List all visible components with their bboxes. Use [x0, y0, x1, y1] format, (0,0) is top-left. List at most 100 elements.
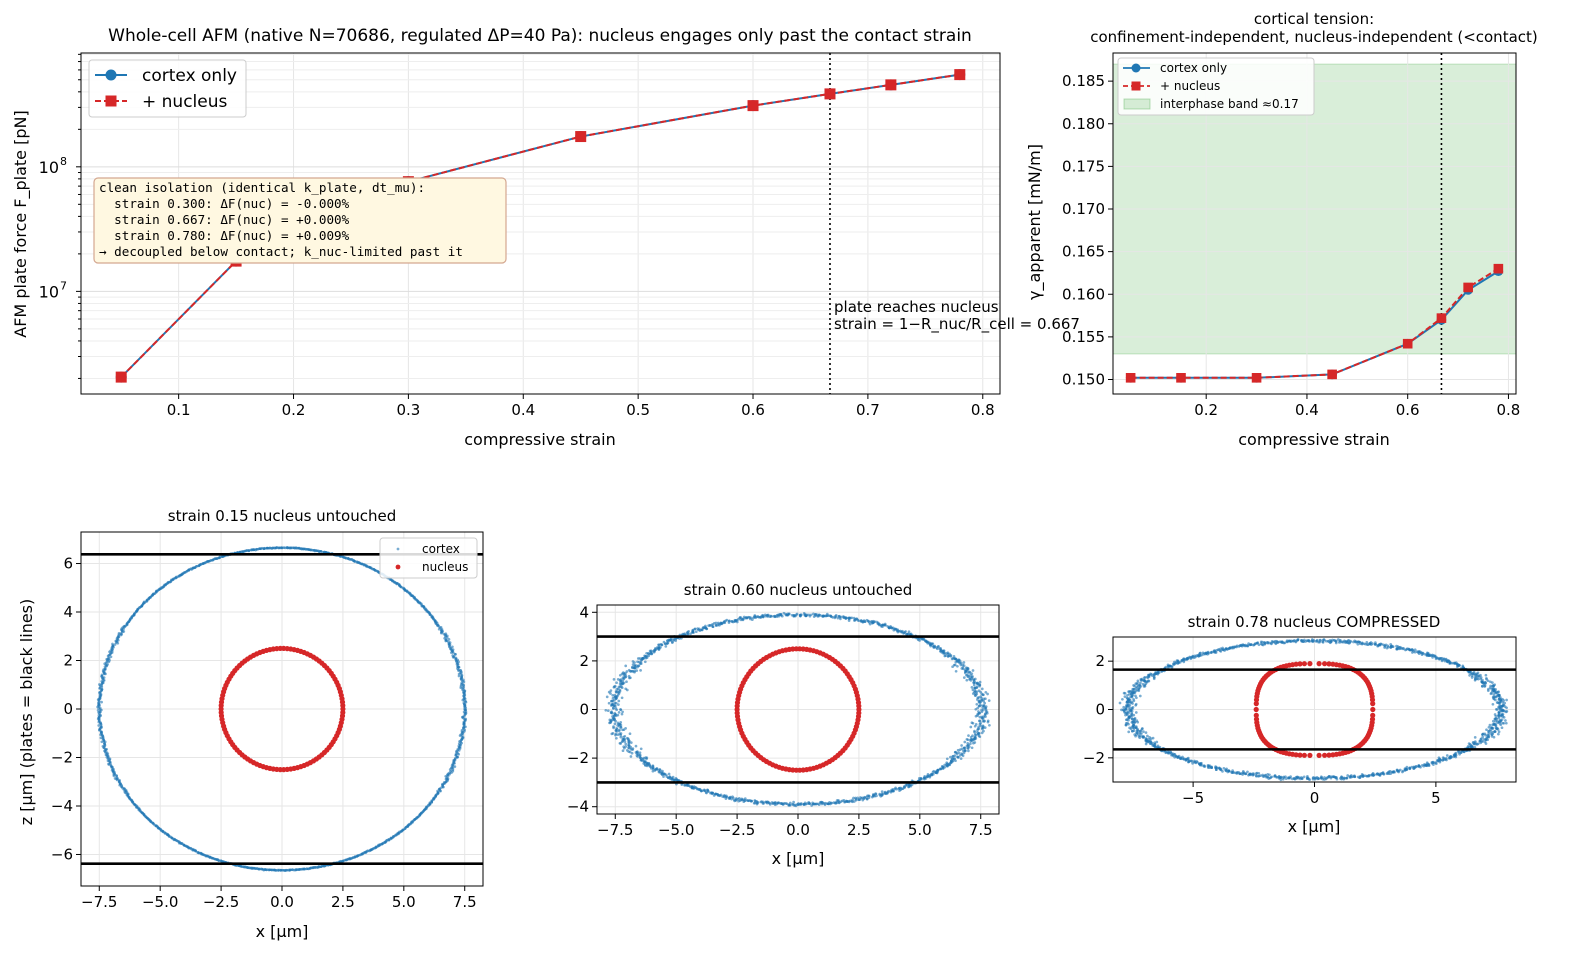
- shape-060-cortex-point: [951, 665, 954, 669]
- shape-060-cortex-point: [614, 719, 617, 723]
- shape-078-cortex-point: [1500, 726, 1504, 730]
- shape-078-cortex-point: [1285, 639, 1289, 643]
- shape-060-cortex-point: [649, 765, 652, 769]
- shape-078-cortex-point: [1340, 775, 1343, 779]
- shape-060-cortex-point: [616, 733, 620, 737]
- shape-060-cortex-point: [816, 802, 820, 806]
- shape-060-cortex-point: [808, 614, 812, 618]
- shape-060-cortex-point: [768, 615, 772, 619]
- shape-060-cortex-point: [615, 730, 619, 733]
- shape-060-xtick-label: 2.5: [847, 821, 871, 839]
- shape-060-cortex-point: [725, 618, 729, 622]
- shape-060-cortex-point: [615, 736, 618, 740]
- shape-060-cortex-point: [823, 803, 827, 807]
- shape-078-cortex-point: [1134, 702, 1138, 706]
- shape-060-cortex-point: [705, 791, 708, 795]
- shape-060-cortex-point: [972, 678, 976, 681]
- shape-078-nucleus-point: [1370, 712, 1376, 719]
- shape-legend-cortex-marker: [396, 547, 400, 551]
- shape-060-cortex-point: [799, 802, 803, 805]
- shape-060-cortex-point: [963, 746, 967, 750]
- shape-015-cortex-point: [339, 859, 342, 863]
- shape-060-cortex-point: [814, 614, 817, 617]
- shape-078-cortex-point: [1247, 642, 1250, 645]
- shape-078-cortex-point: [1480, 684, 1484, 688]
- shape-078-cortex-point: [1497, 705, 1500, 709]
- tension-point-nucleus: [1463, 282, 1473, 293]
- shape-078-cortex-point: [1319, 776, 1323, 780]
- shape-078-nucleus-point: [1307, 661, 1313, 667]
- shape-060-cortex-point: [940, 764, 944, 768]
- shape-078-cortex-point: [1473, 673, 1477, 677]
- shape-legend-frame: [379, 537, 478, 579]
- shape-060-cortex-point: [623, 746, 626, 750]
- shape-060-cortex-point: [794, 613, 798, 617]
- shape-060-cortex-point: [683, 783, 687, 787]
- shape-060-cortex-point: [648, 649, 652, 653]
- shape-060-cortex-point: [611, 699, 615, 703]
- shape-060-cortex-point: [730, 797, 733, 801]
- shape-060-cortex-point: [620, 712, 624, 716]
- tension-ytick-label: 0.180: [1062, 115, 1105, 133]
- shape-078-ytick-label: 2: [1095, 652, 1105, 670]
- shape-060-cortex-point: [975, 685, 979, 689]
- shape-078-cortex-point: [1493, 695, 1497, 699]
- shape-078-cortex-point: [1203, 765, 1207, 768]
- shape-015-cortex-point: [100, 740, 104, 744]
- shape-060-cortex-point: [953, 757, 956, 760]
- force-legend-frame: [88, 59, 247, 118]
- shape-078-cortex-point: [1504, 721, 1508, 725]
- shape-060-cortex-point: [970, 686, 974, 689]
- shape-078-cortex-point: [1300, 776, 1303, 779]
- shape-060-cortex-point: [615, 696, 618, 700]
- shape-060-cortex-point: [968, 670, 971, 674]
- shape-078-cortex-point: [1352, 774, 1356, 778]
- shape-060-cortex-point: [978, 719, 981, 723]
- shape-078-cortex-point: [1120, 708, 1123, 712]
- shape-060-cortex-point: [791, 802, 795, 806]
- shape-015-cortex-point: [217, 859, 221, 863]
- shape-060-cortex-point: [621, 739, 625, 743]
- shape-060-cortex-point: [763, 613, 767, 617]
- shape-060-cortex-point: [966, 673, 969, 677]
- shape-078-cortex-point: [1492, 735, 1496, 739]
- shape-078-cortex-point: [1484, 681, 1487, 684]
- shape-015-cortex-point: [112, 774, 116, 778]
- shape-060-cortex-point: [982, 720, 986, 723]
- shape-078-cortex-point: [1344, 641, 1347, 644]
- shape-078-cortex-point: [1323, 778, 1326, 781]
- shape-078-cortex-point: [1125, 718, 1129, 721]
- shape-060-cortex-point: [986, 719, 990, 723]
- shape-060-cortex-point: [618, 682, 622, 686]
- shape-060-xtick-label: 7.5: [969, 821, 993, 839]
- shape-060-cortex-point: [624, 687, 628, 691]
- shape-060-cortex-point: [966, 746, 970, 750]
- shape-060-cortex-point: [698, 629, 702, 632]
- shape-060-cortex-point: [971, 734, 974, 738]
- force-chart-title: Whole-cell AFM (native N=70686, regulate…: [108, 26, 972, 46]
- shape-060-cortex-point: [613, 704, 616, 708]
- shape-078-cortex-point: [1135, 696, 1138, 700]
- shape-060-cortex-point: [718, 794, 722, 798]
- shape-015-ytick-label: 2: [63, 652, 73, 670]
- shape-060-cortex-point: [672, 778, 676, 782]
- shape-060-cortex-point: [657, 643, 661, 647]
- shape-078-nucleus-point: [1322, 661, 1328, 667]
- shape-060-cortex-point: [880, 790, 884, 793]
- shape-015-cortex-point: [102, 679, 106, 682]
- shape-078-cortex-point: [1473, 736, 1477, 739]
- shape-060-cortex-point: [953, 754, 957, 757]
- shape-060-cortex-point: [808, 801, 811, 805]
- shape-015-ytick-label: 6: [63, 555, 73, 573]
- shape-078-cortex-point: [1440, 659, 1444, 663]
- shape-078-cortex-point: [1179, 757, 1183, 761]
- shape-060-cortex-point: [895, 629, 899, 633]
- shape-060-cortex-point: [969, 675, 972, 679]
- shape-078-cortex-point: [1134, 711, 1138, 714]
- force-xtick-label: 0.5: [626, 401, 650, 419]
- shape-060-cortex-point: [631, 748, 634, 752]
- tension-title-line2: confinement-independent, nucleus-indepen…: [1090, 28, 1538, 46]
- tension-legend-nucleus-marker: [1131, 81, 1141, 91]
- shape-078-cortex-point: [1432, 654, 1436, 657]
- tension-ytick-label: 0.185: [1062, 72, 1105, 90]
